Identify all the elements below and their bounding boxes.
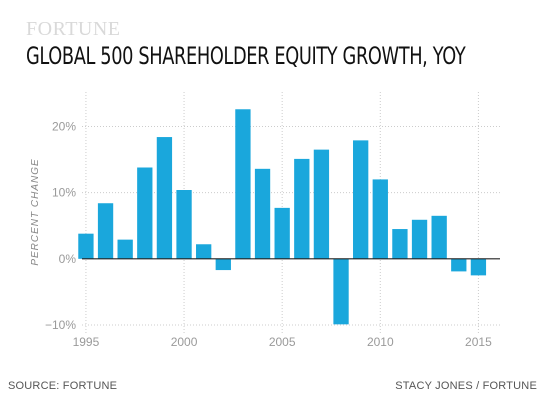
bar [411,219,428,259]
x-tick-label: 2000 [171,335,198,349]
bar [313,149,330,259]
bar [176,190,192,259]
bar [294,158,310,259]
x-tick-label: 2005 [269,335,296,349]
source-note: SOURCE: FORTUNE [8,380,118,392]
bars [78,109,487,325]
bar [353,140,369,259]
axes: 1995 2000 2005 2010 2015 −10% 0% 10% 20% [45,119,500,349]
bar [156,137,173,259]
bar [196,244,212,259]
bar [215,258,231,271]
bar [451,258,467,272]
bar [274,207,290,259]
x-tick-label: 2015 [465,335,492,349]
bar [254,168,271,259]
brand-logo: FORTUNE [26,18,121,40]
y-axis-label: PERCENT CHANGE [30,158,41,265]
y-tick-label: −10% [45,318,76,332]
bar [431,215,447,259]
chart-title: GLOBAL 500 SHAREHOLDER EQUITY GROWTH, YO… [26,42,466,70]
x-tick-label: 2010 [367,335,394,349]
x-tick-label: 1995 [73,335,100,349]
y-tick-label: 20% [52,119,76,133]
bar [392,229,408,259]
bar [117,239,133,259]
bar [470,258,487,276]
y-tick-label: 10% [52,186,76,200]
y-tick-label: 0% [59,252,77,266]
bar [137,167,153,259]
bar [333,258,349,325]
bar [97,203,114,259]
bar [235,109,251,259]
bar [372,179,388,259]
bar [78,233,94,259]
credit-note: STACY JONES / FORTUNE [395,380,537,392]
